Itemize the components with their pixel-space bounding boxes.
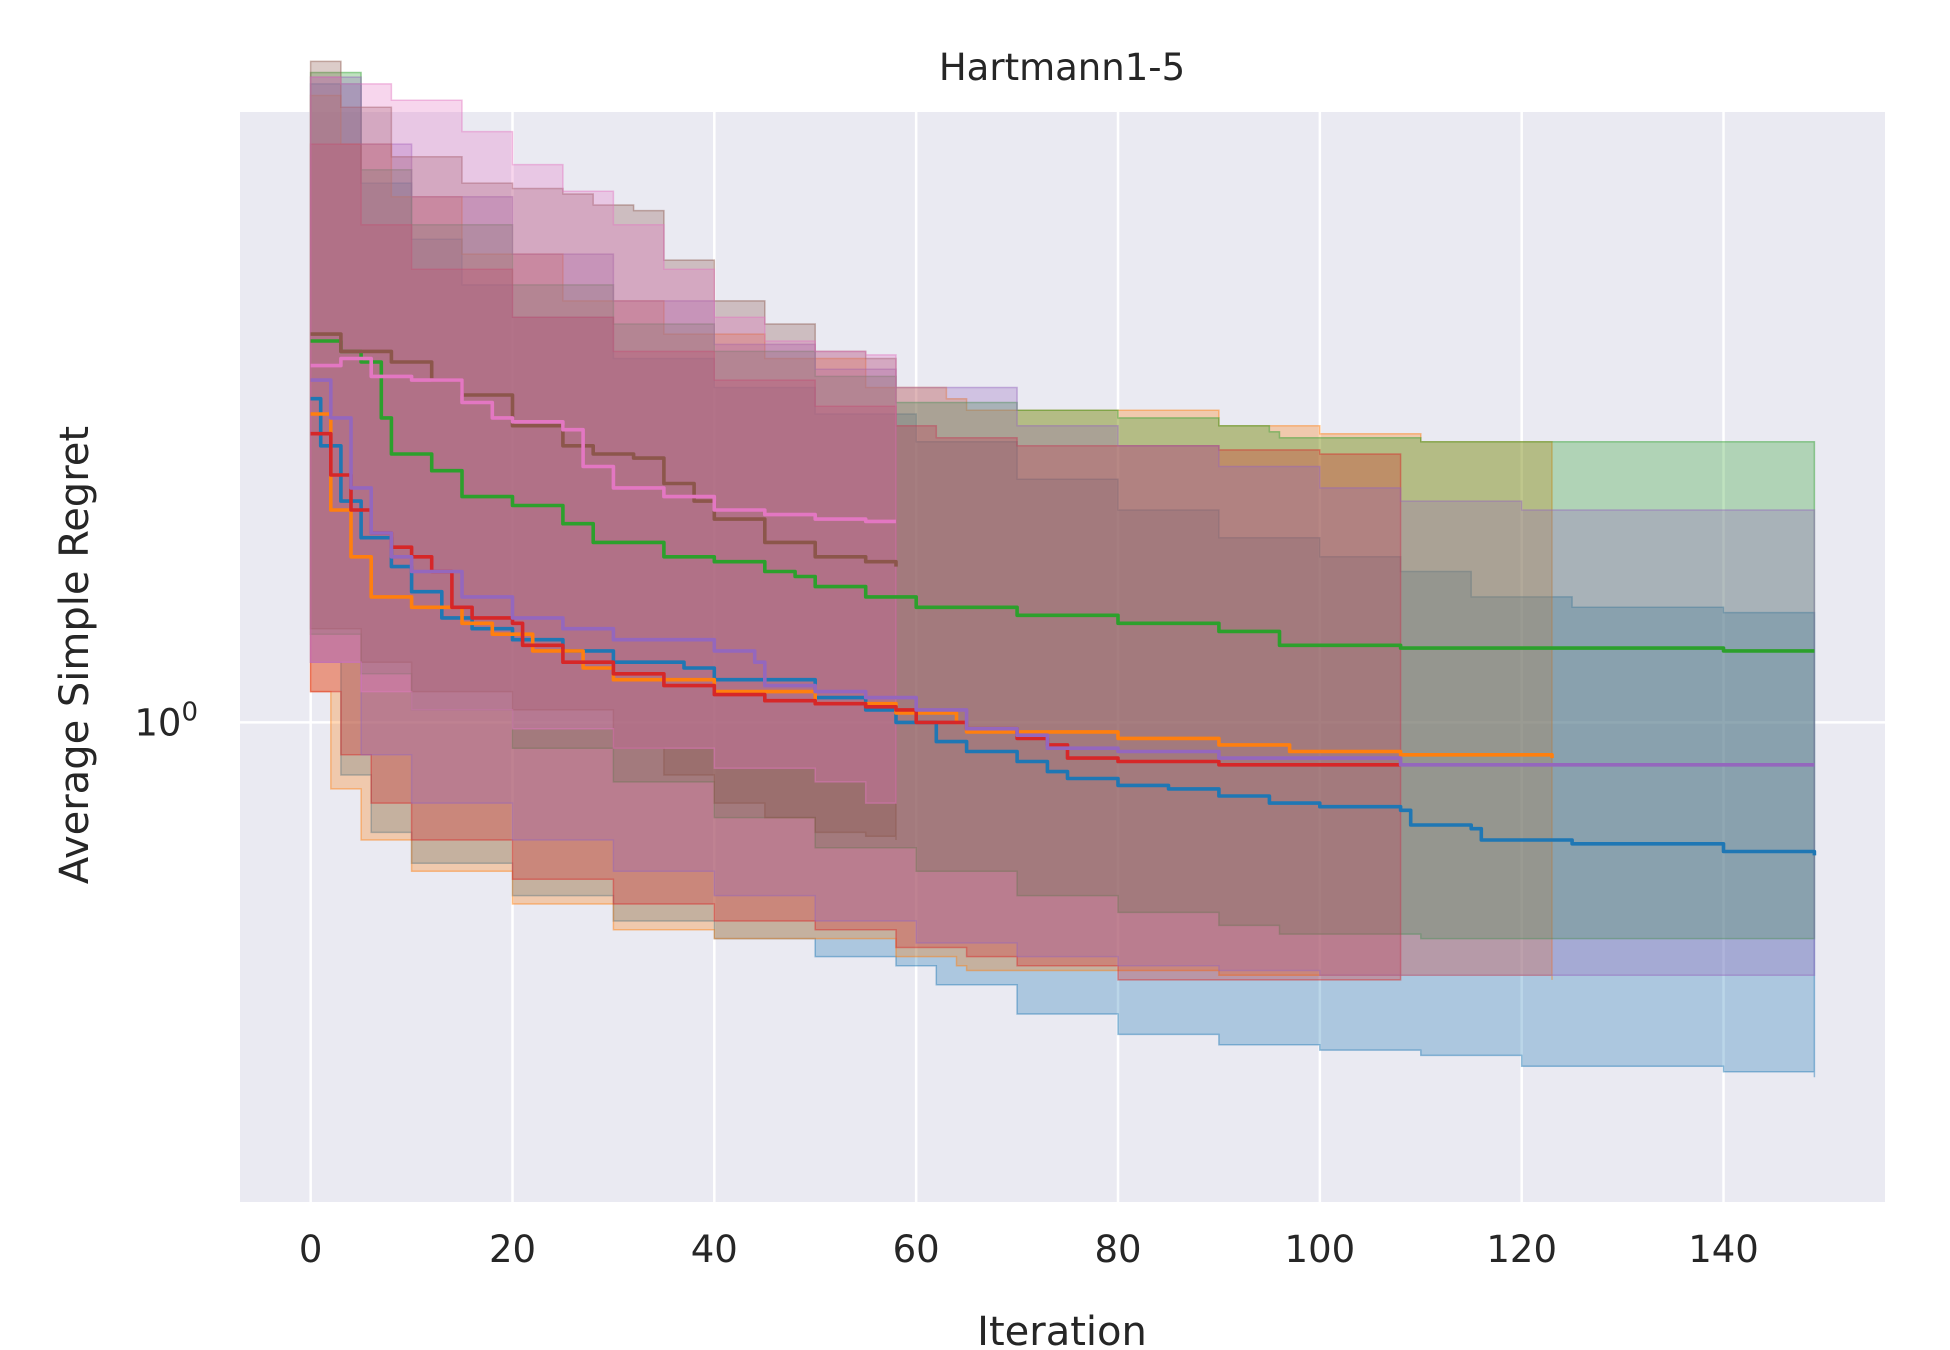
series-line-5 (310, 378, 1815, 767)
series-line-3 (310, 339, 1815, 653)
series-lines (310, 332, 1817, 856)
confidence-band-4 (309, 143, 1402, 981)
series-line-4 (310, 431, 1401, 767)
x-tick-label: 0 (299, 1228, 323, 1271)
confidence-band-1 (309, 83, 1816, 1078)
confidence-band-7 (309, 76, 897, 804)
series-line-7 (310, 356, 896, 524)
confidence-band-3 (309, 71, 1816, 940)
y-tick-labels: 100 (134, 697, 198, 744)
chart-title: Hartmann1-5 (939, 46, 1185, 89)
plot-background (240, 112, 1885, 1202)
y-axis-label: Average Simple Regret (52, 426, 98, 884)
x-tick-labels: 0 20 40 60 80 100 120 140 (299, 1228, 1759, 1271)
x-axis-label: Iteration (977, 1309, 1147, 1350)
x-tick-label: 120 (1486, 1228, 1557, 1271)
confidence-band-6 (309, 60, 897, 840)
x-tick-label: 60 (893, 1228, 940, 1271)
grid (240, 112, 1885, 1202)
x-tick-label: 140 (1688, 1228, 1759, 1271)
y-tick-label: 100 (134, 697, 198, 744)
x-tick-label: 100 (1285, 1228, 1356, 1271)
x-tick-label: 20 (489, 1228, 536, 1271)
series-line-6 (310, 332, 898, 567)
confidence-band-5 (309, 76, 1816, 976)
x-tick-label: 80 (1094, 1228, 1141, 1271)
x-tick-label: 40 (691, 1228, 738, 1271)
series-line-1 (310, 396, 1817, 856)
series-line-2 (310, 412, 1554, 759)
